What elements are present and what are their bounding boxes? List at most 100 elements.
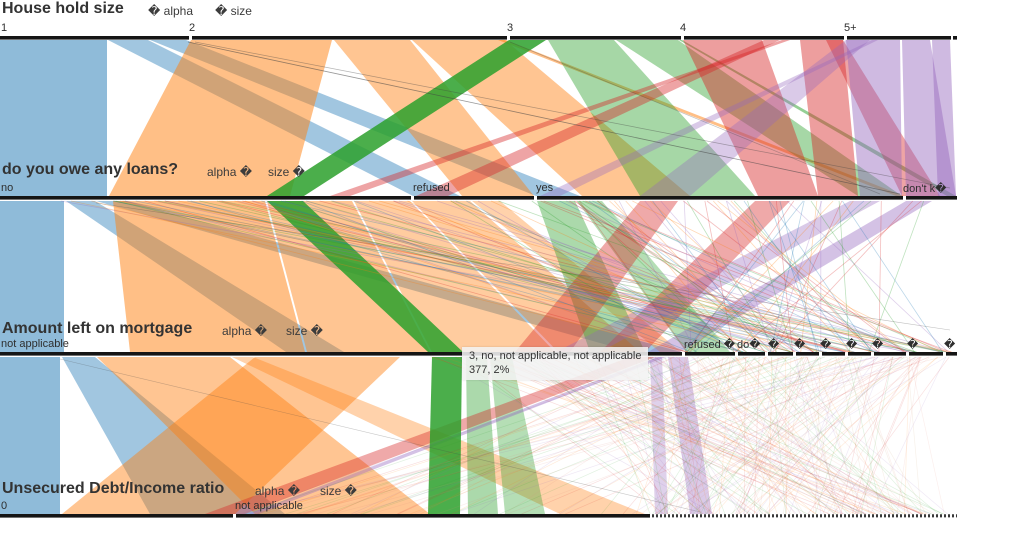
texture-line <box>753 356 894 515</box>
texture-line <box>678 356 701 515</box>
ribbon[interactable] <box>515 201 678 352</box>
ribbon[interactable] <box>330 40 790 196</box>
axis-bar-segment[interactable] <box>906 196 957 200</box>
axis-bar-segment[interactable] <box>0 352 682 356</box>
axis-bar-segment[interactable] <box>847 36 951 40</box>
ribbon[interactable] <box>416 40 780 196</box>
axis-bar-segment[interactable] <box>874 352 906 356</box>
texture-line <box>637 356 837 515</box>
ribbon[interactable] <box>62 357 400 514</box>
ribbon[interactable] <box>354 201 555 352</box>
axis-bar-segment[interactable] <box>0 514 233 518</box>
texture-line <box>654 356 902 515</box>
ribbon[interactable] <box>113 201 305 352</box>
texture-line <box>738 356 868 515</box>
ribbon[interactable] <box>800 40 858 196</box>
ribbon[interactable] <box>109 40 332 196</box>
ribbon[interactable] <box>62 357 285 514</box>
ribbon[interactable] <box>490 357 545 514</box>
axis-bar-segment[interactable] <box>946 352 957 356</box>
ribbon[interactable] <box>0 357 60 514</box>
axis-bar-segment[interactable] <box>796 352 819 356</box>
ribbon[interactable] <box>0 40 107 196</box>
axis-bar-segment[interactable] <box>414 196 534 200</box>
ribbon[interactable] <box>600 201 790 352</box>
axis-bar-segment[interactable] <box>848 352 871 356</box>
axis-bar-segment[interactable] <box>768 352 793 356</box>
ribbon[interactable] <box>826 40 940 196</box>
texture-line <box>738 356 939 515</box>
tooltip: 3, no, not applicable, not applicable 37… <box>462 347 649 380</box>
ribbon[interactable] <box>412 201 640 352</box>
texture-line <box>852 356 895 515</box>
hairline-ribbon <box>95 202 951 331</box>
axis-bar-segment[interactable] <box>685 352 735 356</box>
texture-line <box>690 356 724 515</box>
ribbon[interactable] <box>648 201 932 352</box>
ribbon[interactable] <box>650 357 668 514</box>
texture-line <box>451 356 767 515</box>
axis-bar-segment[interactable] <box>684 36 844 40</box>
texture-line <box>826 356 916 515</box>
texture-line <box>333 356 942 515</box>
ribbon[interactable] <box>540 40 878 196</box>
ribbon[interactable] <box>0 201 64 352</box>
texture-line <box>686 200 872 353</box>
texture-line <box>747 200 793 353</box>
axis-bar-segment[interactable] <box>822 352 845 356</box>
ribbon[interactable] <box>640 40 870 196</box>
ribbon[interactable] <box>683 40 818 196</box>
axis-bar-segment[interactable] <box>953 36 957 40</box>
texture-line <box>854 356 921 515</box>
ribbon[interactable] <box>846 40 902 196</box>
axis-bar-segment[interactable] <box>236 514 650 518</box>
texture-line <box>896 356 920 515</box>
ribbon[interactable] <box>679 40 956 196</box>
ribbon[interactable] <box>466 357 498 514</box>
axis-bar-segment[interactable] <box>738 352 765 356</box>
texture-line <box>634 356 666 515</box>
texture-line <box>124 200 828 353</box>
texture-line <box>640 356 843 515</box>
axis-bar-segment[interactable] <box>537 196 903 200</box>
axis-bar-segment[interactable] <box>510 36 681 40</box>
ribbon[interactable] <box>537 201 645 352</box>
texture-line <box>565 356 930 515</box>
ribbon-highlighted[interactable] <box>267 40 546 196</box>
texture-line <box>707 356 849 515</box>
hairline-ribbon <box>194 41 951 189</box>
ribbon[interactable] <box>548 40 755 196</box>
texture-line <box>370 356 908 515</box>
axis-bar-segment[interactable] <box>909 352 943 356</box>
texture-line <box>857 356 922 515</box>
texture-line <box>810 200 915 353</box>
texture-line <box>735 356 801 515</box>
texture-line <box>332 200 941 353</box>
ribbon-highlighted[interactable] <box>267 201 463 352</box>
axis-bar-segment[interactable] <box>0 36 189 40</box>
ribbon[interactable] <box>334 40 534 196</box>
axis-bar-segment[interactable] <box>192 36 507 40</box>
texture-line <box>263 356 750 515</box>
texture-line <box>714 356 853 515</box>
texture-line <box>283 200 792 353</box>
texture-line <box>670 356 879 515</box>
ribbon-highlighted[interactable] <box>428 357 462 514</box>
ribbon[interactable] <box>498 40 904 196</box>
texture-line <box>178 200 853 353</box>
texture-line <box>284 200 765 353</box>
ribbon[interactable] <box>97 357 430 514</box>
ribbon[interactable] <box>902 40 956 196</box>
texture-line <box>730 200 872 353</box>
texture-line <box>870 356 947 515</box>
texture-line <box>306 200 855 353</box>
ribbon[interactable] <box>577 201 730 352</box>
texture-line <box>285 356 791 515</box>
ribbon[interactable] <box>556 201 880 352</box>
ribbon[interactable] <box>932 40 956 196</box>
axis-bar-segment[interactable] <box>0 196 411 200</box>
ribbon[interactable] <box>616 40 902 196</box>
ribbon[interactable] <box>472 201 681 352</box>
ribbon[interactable] <box>668 357 712 514</box>
